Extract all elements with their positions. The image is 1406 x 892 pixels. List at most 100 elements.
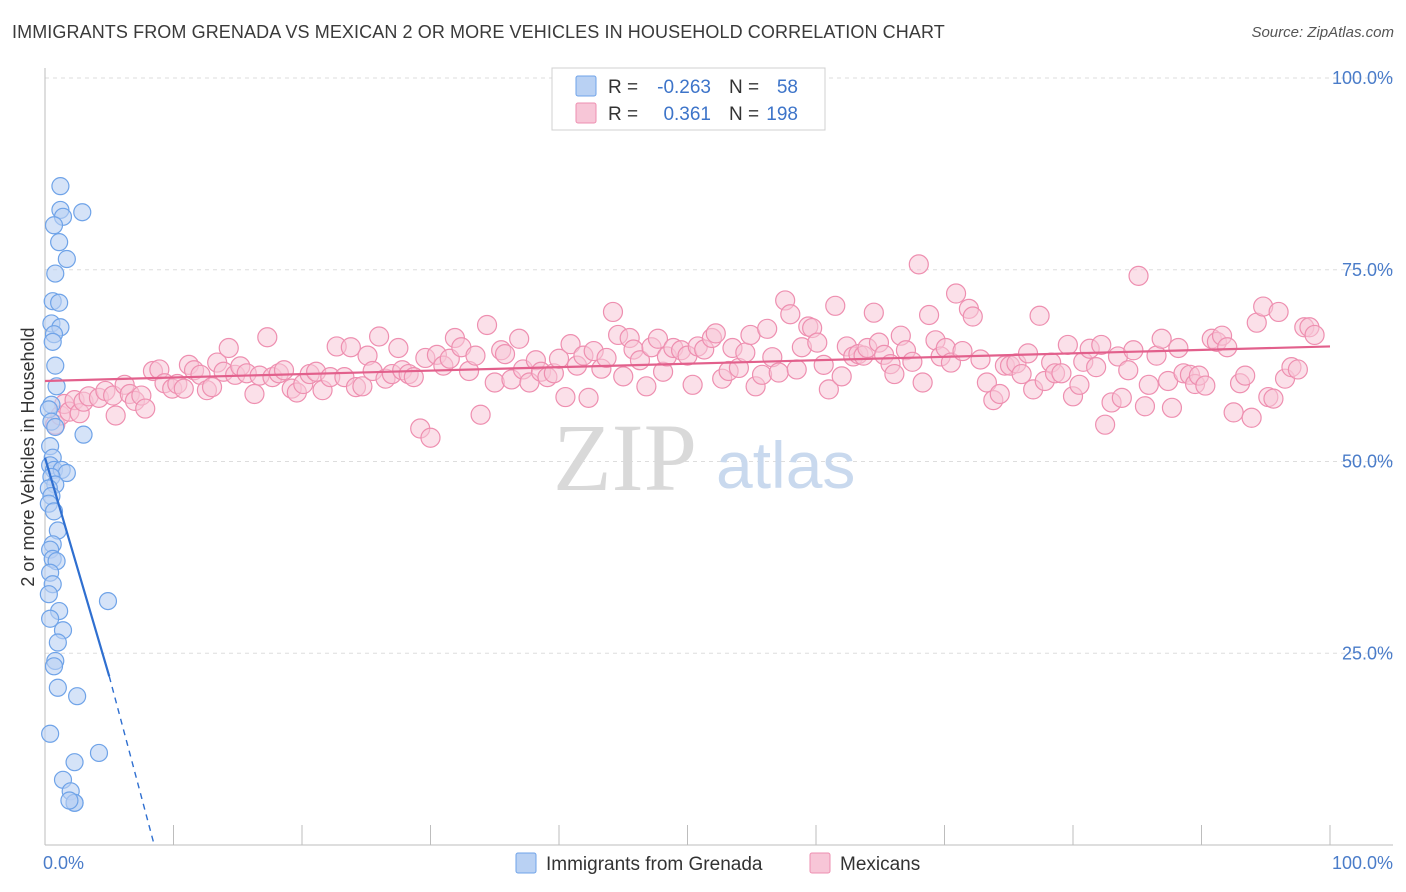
grenada-point: [48, 633, 67, 652]
grenada-points: [39, 177, 118, 812]
grenada-point: [41, 724, 60, 743]
y-tick-label: 50.0%: [1342, 452, 1393, 472]
stats-legend-mexicans-swatch: [575, 102, 597, 124]
watermark-atlas: atlas: [716, 428, 855, 502]
mexicans-point: [945, 283, 967, 304]
grenada-point: [46, 417, 65, 437]
grenada-point: [39, 585, 58, 604]
grenada-point: [74, 425, 93, 444]
mexicans-point: [509, 328, 530, 349]
mexicans-point: [970, 349, 991, 370]
grenada-point: [89, 743, 109, 763]
mexicans-point: [494, 344, 516, 365]
mexicans-point: [244, 383, 265, 405]
mexicans-point: [218, 337, 239, 359]
mexicans-point: [369, 326, 390, 347]
mexicans-point: [484, 372, 505, 393]
mexicans-point: [257, 327, 278, 348]
grenada-trend-line: [43, 457, 111, 677]
grid-layer: [45, 77, 1393, 654]
mexicans-point: [1123, 340, 1144, 361]
mexicans-point: [962, 306, 983, 327]
grenada-point: [47, 377, 66, 396]
mexicans-point: [1057, 334, 1078, 356]
x-tick-label: 100.0%: [1332, 853, 1393, 873]
mexicans-point: [578, 387, 599, 408]
grenada-point: [46, 264, 65, 283]
y-tick-label: 25.0%: [1342, 643, 1393, 663]
stats-legend-grenada-swatch: [575, 75, 597, 97]
mexicans-point: [1168, 337, 1189, 359]
mexicans-point: [813, 354, 834, 375]
mexicans-point: [1241, 407, 1262, 428]
stats-legend-mexicans-r-label: R =: [608, 104, 638, 125]
mexicans-point: [1268, 301, 1289, 323]
mexicans-point: [735, 342, 756, 363]
grenada-point: [50, 233, 69, 252]
mexicans-point: [201, 377, 223, 398]
mexicans-point: [918, 304, 940, 326]
series-legend: Immigrants from Grenada Mexicans: [515, 852, 920, 875]
mexicans-point: [1128, 265, 1149, 286]
stats-legend-box: [551, 67, 826, 131]
grenada-point: [43, 332, 62, 351]
y-tick-label: 100.0%: [1332, 68, 1393, 88]
mexicans-point: [1095, 414, 1116, 435]
mexicans-point: [786, 359, 807, 380]
mexicans-point: [1086, 357, 1107, 378]
mexicans-point: [952, 340, 973, 362]
mexicans-point: [420, 427, 441, 448]
mexicans-point: [613, 366, 634, 387]
mexicans-point: [989, 383, 1010, 405]
grenada-point: [60, 791, 79, 810]
mexicans-point: [908, 254, 929, 275]
mexicans-point: [863, 302, 884, 323]
mexicans-point: [560, 334, 581, 355]
grenada-point: [41, 609, 60, 628]
mexicans-point: [1118, 360, 1139, 381]
mexicans-point: [1069, 374, 1090, 395]
mexicans-point: [780, 304, 801, 325]
watermark: ZIP atlas: [553, 404, 855, 511]
mexicans-point: [682, 374, 703, 395]
mexicans-point: [388, 337, 409, 359]
mexicans-point: [768, 362, 789, 383]
mexicans-point: [1091, 334, 1112, 356]
grenada-point: [73, 203, 92, 222]
mexicans-point: [105, 405, 126, 426]
series-legend-mexicans-swatch: [809, 852, 831, 874]
mexicans-point: [403, 367, 424, 388]
grenada-trend-extension: [108, 676, 155, 846]
stats-legend-mexicans-n-label: N =: [729, 104, 759, 125]
mexicans-point: [1029, 305, 1050, 326]
mexicans-point: [1161, 397, 1183, 418]
stats-legend-grenada-r-label: R =: [608, 77, 638, 98]
mexicans-point: [1138, 374, 1159, 395]
grenada-point: [68, 687, 87, 706]
y-axis-label: 2 or more Vehicles in Household: [18, 327, 38, 586]
mexicans-point: [465, 345, 486, 366]
tick-labels: 25.0% 50.0% 75.0% 100.0% 0.0% 100.0%: [43, 68, 1393, 873]
grenada-point: [98, 591, 118, 611]
x-tick-label: 0.0%: [43, 853, 84, 873]
mexicans-point: [831, 366, 852, 387]
mexicans-point: [884, 363, 905, 385]
mexicans-point: [173, 378, 194, 399]
series-legend-grenada-swatch: [515, 852, 537, 874]
mexicans-point: [705, 323, 726, 344]
mexicans-points: [45, 254, 1325, 448]
mexicans-point: [1263, 388, 1284, 409]
mexicans-point: [1235, 365, 1256, 386]
series-legend-grenada-label: Immigrants from Grenada: [546, 854, 763, 875]
mexicans-point: [976, 372, 998, 393]
mexicans-point: [135, 398, 156, 419]
y-tick-label: 75.0%: [1342, 260, 1393, 280]
mexicans-point: [636, 376, 657, 397]
mexicans-point: [596, 347, 617, 369]
mexicans-point: [912, 372, 933, 393]
stats-legend-grenada-r-value: -0.263: [657, 77, 711, 98]
mexicans-point: [555, 386, 576, 408]
grenada-point: [57, 249, 76, 269]
mexicans-point: [1146, 345, 1167, 366]
mexicans-point: [470, 404, 491, 425]
